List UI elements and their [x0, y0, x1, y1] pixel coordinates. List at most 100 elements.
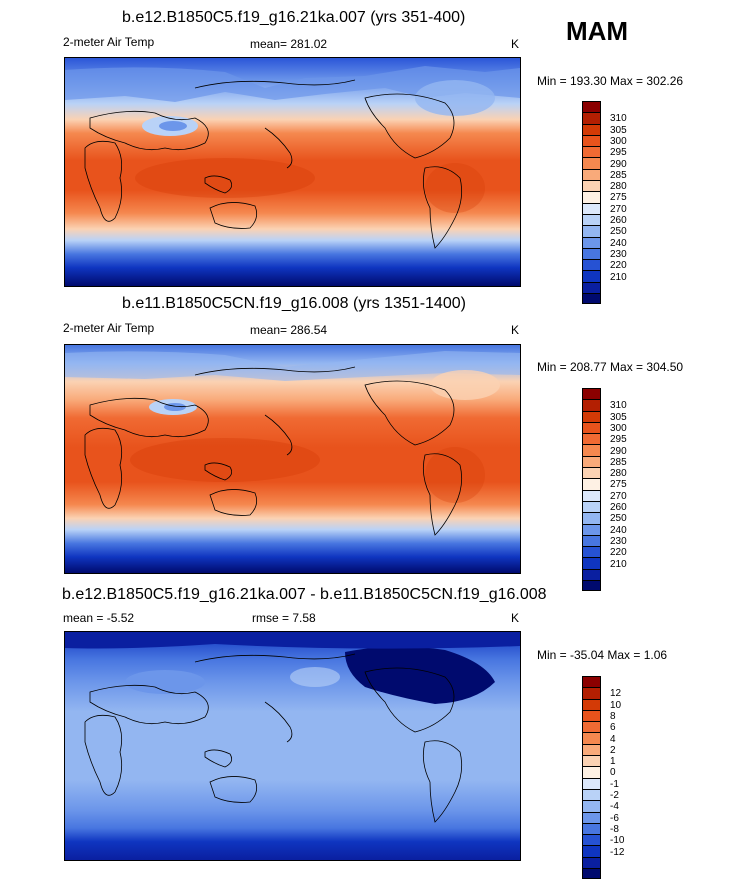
panel1-units: K [511, 37, 520, 51]
colorbar-swatch [582, 500, 601, 513]
colorbar-tick-label: 310 [610, 113, 627, 125]
colorbar-tick-label: 285 [610, 169, 627, 181]
colorbar-tick-label: 240 [610, 524, 627, 536]
panel2-map [64, 344, 521, 574]
colorbar-swatch [582, 410, 601, 422]
colorbar-swatch [582, 546, 601, 558]
colorbar-swatch [582, 868, 601, 879]
colorbar-tick-label: 285 [610, 456, 627, 468]
colorbar-tick-label: 300 [610, 422, 627, 434]
panel1-map [64, 57, 521, 287]
colorbar-swatch [582, 709, 601, 722]
colorbar-swatch [582, 191, 601, 203]
panel3-minmax: Min = -35.04 Max = 1.06 [537, 648, 668, 662]
colorbar-tick-label: 250 [610, 513, 627, 525]
colorbar-tick-label: 220 [610, 260, 627, 272]
colorbar-swatch [582, 856, 601, 869]
colorbar-swatch [582, 743, 601, 756]
colorbar-swatch [582, 822, 601, 835]
colorbar-swatch [582, 293, 601, 305]
colorbar-tick-label: -2 [610, 790, 619, 801]
colorbar-tick-label: 305 [610, 411, 627, 423]
colorbar-swatch [582, 800, 601, 812]
colorbar-tick-label: -4 [610, 801, 619, 813]
panel3-rmse: rmse = 7.58 [252, 611, 316, 625]
colorbar-tick-label: 8 [610, 710, 616, 722]
colorbar-tick-label: 290 [610, 158, 627, 170]
panel2-variable: 2-meter Air Temp [63, 321, 155, 335]
colorbar-tick-label: -10 [610, 835, 625, 847]
colorbar-swatch [582, 489, 601, 501]
colorbar-tick-label: 250 [610, 226, 627, 238]
colorbar-swatch [582, 388, 601, 400]
colorbar-tick-label: 280 [610, 468, 627, 480]
colorbar-tick-label: 295 [610, 147, 627, 159]
panel3-map [64, 631, 521, 861]
colorbar-tick-label: 6 [610, 722, 616, 734]
colorbar-swatch [582, 580, 601, 592]
panel1-colorbar-swatches [582, 101, 601, 305]
colorbar-swatch [582, 512, 601, 524]
colorbar-tick-label: 295 [610, 434, 627, 446]
colorbar-tick-label: -8 [610, 823, 619, 835]
colorbar-swatch [582, 213, 601, 226]
colorbar-tick-label: 270 [610, 203, 627, 215]
colorbar-swatch [582, 721, 601, 733]
colorbar-swatch [582, 123, 601, 135]
colorbar-tick-label: 10 [610, 699, 622, 711]
colorbar-swatch [582, 557, 601, 569]
colorbar-swatch [582, 180, 601, 192]
colorbar-tick-label: 275 [610, 479, 627, 491]
colorbar-tick-label: 210 [610, 558, 627, 570]
colorbar-swatch [582, 755, 601, 767]
colorbar-tick-label: -1 [610, 778, 619, 790]
colorbar-tick-label: -6 [610, 812, 619, 824]
colorbar-tick-label: 4 [610, 733, 616, 745]
colorbar-swatch [582, 247, 601, 260]
colorbar-swatch [582, 112, 601, 124]
colorbar-tick-label: 270 [610, 490, 627, 502]
colorbar-tick-label: 230 [610, 248, 627, 260]
colorbar-swatch [582, 236, 601, 248]
colorbar-tick-label: 2 [610, 744, 616, 756]
colorbar-swatch [582, 157, 601, 169]
season-label: MAM [566, 16, 629, 46]
panel3-colorbar [582, 676, 601, 879]
panel1-minmax: Min = 193.30 Max = 302.26 [537, 74, 684, 88]
colorbar-swatch [582, 568, 601, 581]
colorbar-swatch [582, 433, 601, 445]
colorbar-swatch [582, 421, 601, 434]
colorbar-tick-label: 310 [610, 400, 627, 412]
panel2-minmax: Min = 208.77 Max = 304.50 [537, 360, 684, 374]
colorbar-swatch [582, 777, 601, 789]
colorbar-swatch [582, 845, 601, 857]
colorbar-swatch [582, 134, 601, 147]
colorbar-tick-label: 240 [610, 237, 627, 249]
colorbar-swatch [582, 467, 601, 479]
panel3-units: K [511, 611, 520, 625]
colorbar-swatch [582, 766, 601, 778]
colorbar-tick-label: 260 [610, 502, 627, 513]
colorbar-tick-label: 280 [610, 181, 627, 193]
colorbar-tick-label: 290 [610, 445, 627, 457]
colorbar-swatch [582, 146, 601, 158]
panel2-title: b.e11.B1850C5CN.f19_g16.008 (yrs 1351-14… [122, 295, 466, 312]
colorbar-tick-label: 0 [610, 767, 616, 779]
colorbar-tick-label: 1 [610, 756, 616, 768]
colorbar-swatch [582, 270, 601, 282]
colorbar-tick-label: 230 [610, 535, 627, 547]
colorbar-swatch [582, 259, 601, 271]
colorbar-swatch [582, 834, 601, 846]
colorbar-swatch [582, 732, 601, 744]
colorbar-swatch [582, 281, 601, 294]
colorbar-swatch [582, 523, 601, 535]
colorbar-swatch [582, 811, 601, 823]
panel3-mean: mean = -5.52 [63, 611, 135, 625]
colorbar-tick-label: -12 [610, 846, 625, 858]
panel2-units: K [511, 323, 520, 337]
colorbar-swatch [582, 444, 601, 456]
panel2-colorbar [582, 388, 601, 592]
panel3-title: b.e12.B1850C5.f19_g16.21ka.007 - b.e11.B… [62, 586, 547, 603]
panel1-variable: 2-meter Air Temp [63, 35, 155, 49]
colorbar-swatch [582, 168, 601, 181]
